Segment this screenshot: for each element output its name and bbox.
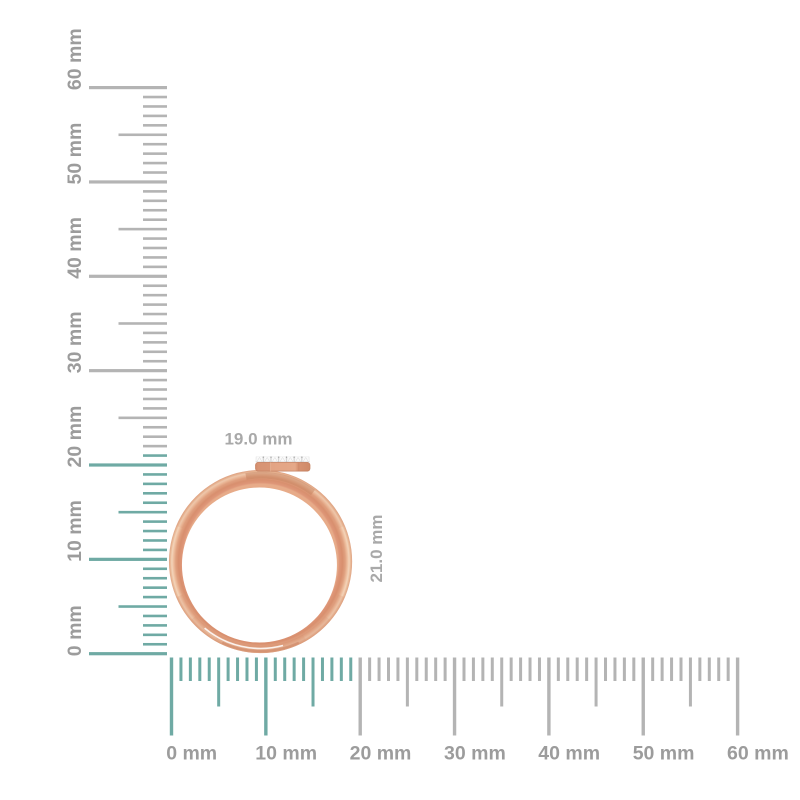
svg-text:40 mm: 40 mm [64,217,86,279]
svg-text:30 mm: 30 mm [444,743,506,765]
svg-text:10 mm: 10 mm [64,500,86,562]
svg-text:10 mm: 10 mm [255,743,317,765]
svg-text:60 mm: 60 mm [727,743,789,765]
svg-text:0 mm: 0 mm [64,605,86,656]
svg-text:40 mm: 40 mm [538,743,600,765]
svg-text:19.0 mm: 19.0 mm [224,430,292,449]
svg-text:50 mm: 50 mm [633,743,695,765]
svg-text:0 mm: 0 mm [166,743,217,765]
svg-text:20 mm: 20 mm [350,743,412,765]
svg-text:50 mm: 50 mm [64,123,86,185]
svg-text:21.0 mm: 21.0 mm [367,514,386,582]
svg-text:30 mm: 30 mm [64,311,86,373]
svg-text:60 mm: 60 mm [64,28,86,90]
svg-text:20 mm: 20 mm [64,406,86,468]
